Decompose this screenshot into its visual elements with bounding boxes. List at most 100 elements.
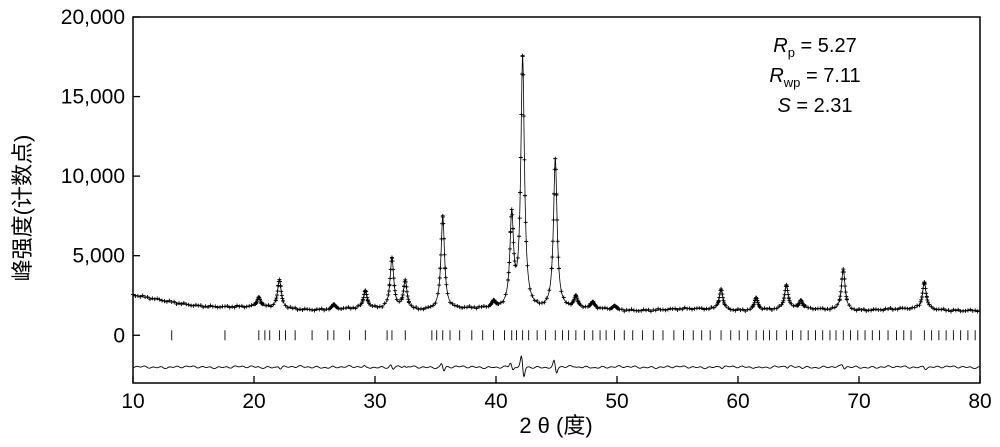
observed-point [954,308,958,312]
observed-peak-point [841,267,845,271]
refinement-statistics: Rp = 5.27Rwp = 7.11S = 2.31 [769,35,860,117]
observed-point [150,296,154,300]
observed-point [765,307,769,311]
x-tick-label: 80 [968,390,991,413]
y-tick-label: 10,000 [61,165,125,188]
observed-peak-point [557,267,561,271]
observed-point [417,307,421,311]
observed-point [516,256,520,260]
observed-peak-point [524,220,528,224]
statistic-label: S = 2.31 [777,95,852,117]
observed-peak-point [388,276,392,280]
observed-peak-point [845,298,849,302]
observed-peak-point [274,296,278,300]
y-tick-label: 20,000 [61,6,125,29]
observed-peak-point [522,158,526,162]
observed-peak-point [393,289,397,293]
observed-peak-point [401,293,405,297]
observed-point [966,308,970,312]
observed-peak-point [919,298,923,302]
observed-point [204,304,208,308]
observed-peak-point [280,293,284,297]
observed-peak-point [406,297,410,301]
observed-peak-point [512,252,516,256]
observed-peak-point [394,292,398,296]
observed-peak-point [443,253,447,257]
observed-point [162,299,166,303]
observed-peak-point [523,194,527,198]
observed-peak-point [838,294,842,298]
observed-peak-point [786,288,790,292]
observed-peak-point [550,255,554,259]
observed-point [172,300,176,304]
observed-peak-point [386,293,390,297]
observed-peak-point [444,283,448,287]
observed-peak-point [838,297,842,301]
observed-peak-point [279,289,283,293]
observed-peak-point [277,277,281,281]
observed-peak-point [553,157,557,161]
observed-peak-point [842,277,846,281]
observed-point [598,306,602,310]
observed-peak-point [924,287,928,291]
observed-point [380,305,384,309]
plot-area [131,54,980,377]
observed-peak-point [391,267,395,271]
observed-peak-point [513,259,517,263]
observed-point [199,303,203,307]
observed-point [153,297,157,301]
observed-point [705,307,709,311]
observed-point [446,292,450,296]
observed-point [192,304,196,308]
observed-point [826,307,830,311]
observed-peak-point [786,293,790,297]
observed-peak-point [442,237,446,241]
difference-curve [133,356,980,376]
observed-peak-point [437,283,441,287]
observed-peak-point [721,296,725,300]
observed-peak-point [438,276,442,280]
observed-peak-point [787,296,791,300]
observed-point [230,305,234,309]
observed-peak-point [507,271,511,275]
observed-point [460,306,464,310]
observed-peak-point [275,293,279,297]
observed-peak-point [839,284,843,288]
observed-peak-point [402,284,406,288]
observed-point [731,308,735,312]
observed-point [412,306,416,310]
observed-point [963,309,967,313]
observed-peak-point [920,295,924,299]
observed-point [298,307,302,311]
observed-point [661,308,665,312]
observed-point [603,306,607,310]
observed-peak-point [720,292,724,296]
observed-point [813,307,817,311]
observed-peak-point [387,289,391,293]
observed-peak-point [519,155,523,159]
observed-peak-point [783,293,787,297]
observed-peak-point [518,216,522,220]
observed-point [530,294,534,298]
observed-peak-point [839,290,843,294]
observed-peak-point [782,296,786,300]
observed-point [187,303,191,307]
observed-point [525,264,529,268]
observed-point [792,304,796,308]
y-tick-label: 15,000 [61,86,125,109]
observed-point [879,308,883,312]
observed-point [540,301,544,305]
observed-peak-point [507,261,511,265]
observed-peak-point [843,284,847,288]
observed-peak-point [439,253,443,257]
observed-point [504,292,508,296]
observed-point [146,295,150,299]
observed-peak-point [392,276,396,280]
observed-peak-point [365,296,369,300]
observed-point [419,307,423,311]
observed-point [436,292,440,296]
observed-peak-point [280,297,284,301]
y-tick-label: 0 [113,324,125,347]
observed-point [397,300,401,304]
observed-point [542,300,546,304]
